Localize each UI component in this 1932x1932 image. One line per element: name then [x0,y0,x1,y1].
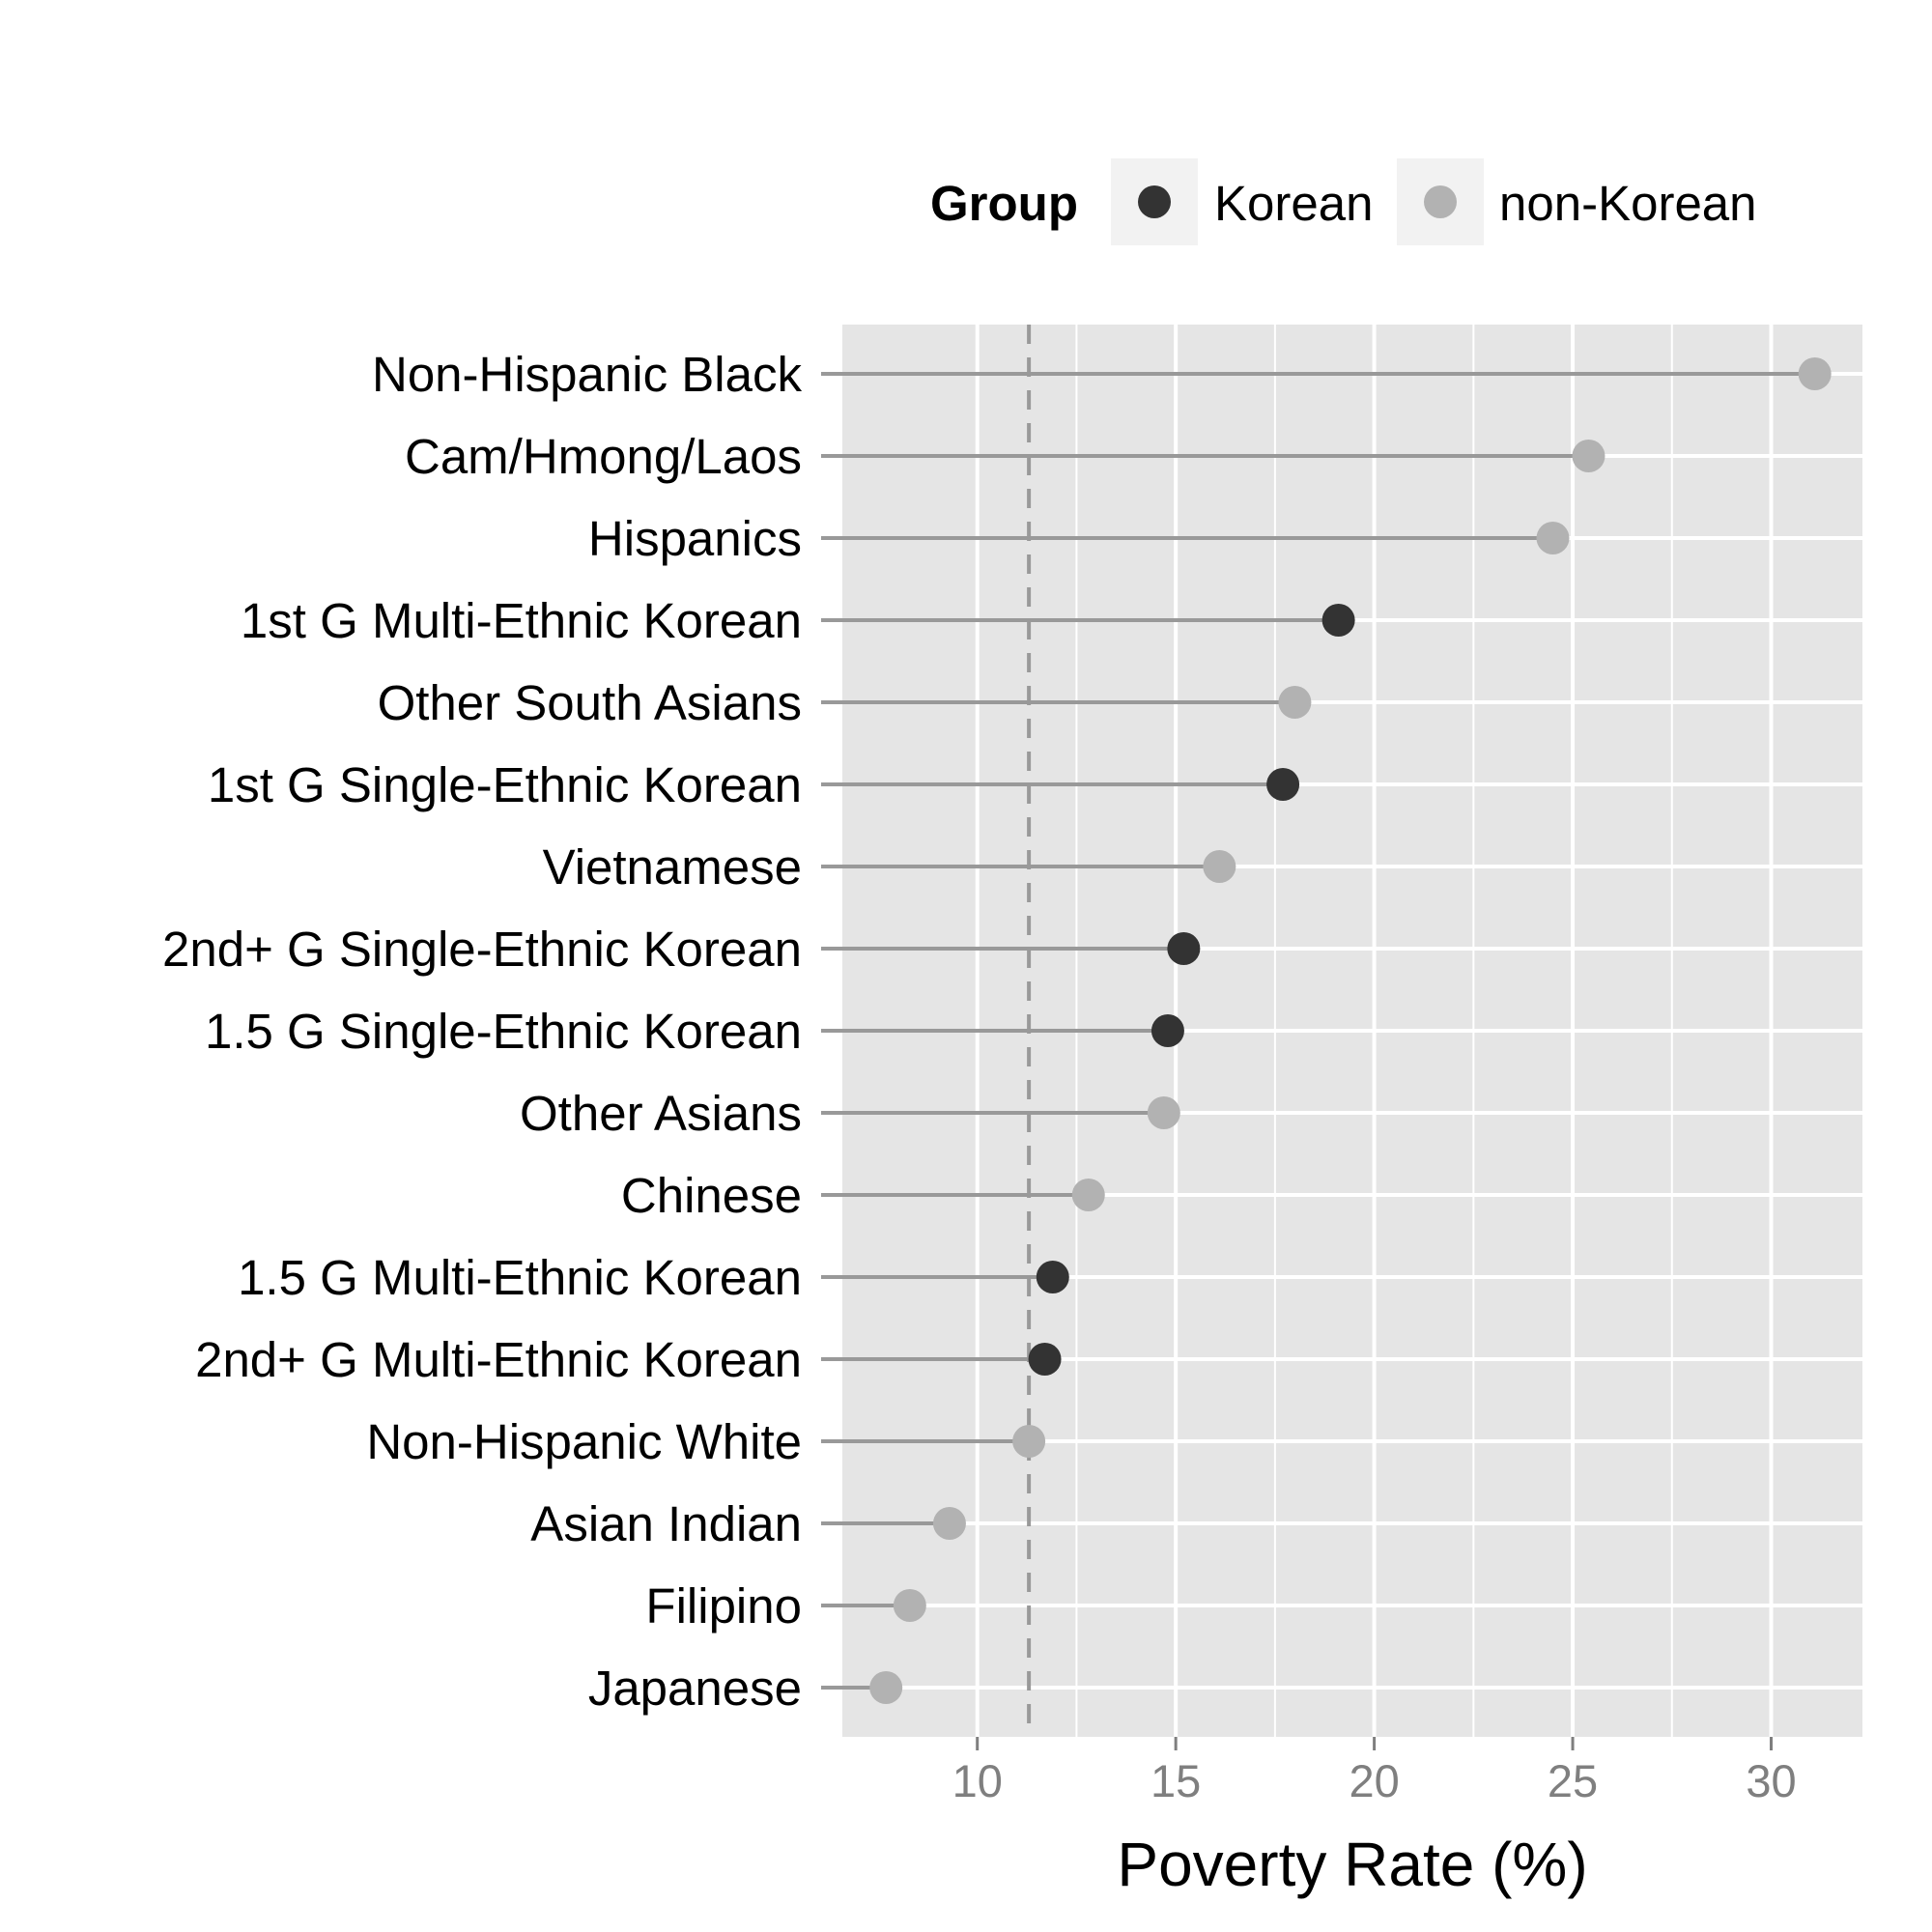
y-tick-label-1st-g-single-ethnic-korean: 1st G Single-Ethnic Korean [208,757,802,812]
point-2nd-g-single-ethnic-korean [1167,932,1201,965]
point-1-5-g-single-ethnic-korean [1151,1014,1184,1047]
point-non-hispanic-white [1012,1425,1046,1458]
legend-label-korean: Korean [1214,176,1373,231]
legend: Group Korean non-Korean [930,158,1757,245]
legend-title: Group [930,176,1078,231]
x-axis-title: Poverty Rate (%) [1117,1830,1587,1899]
stems [821,372,1815,1690]
point-asian-indian [932,1507,966,1540]
point-cam-hmong-laos [1572,440,1605,472]
x-axis: 10 15 20 25 30 [952,1737,1797,1806]
point-1st-g-multi-ethnic-korean [1321,604,1355,637]
y-tick-label-1-5-g-single-ethnic-korean: 1.5 G Single-Ethnic Korean [205,1004,802,1059]
point-hispanics [1536,522,1570,554]
y-tick-label-other-south-asians: Other South Asians [378,675,802,730]
legend-label-non-korean: non-Korean [1499,176,1757,231]
point-other-asians [1147,1096,1180,1129]
y-tick-label-other-asians: Other Asians [520,1086,802,1141]
x-tick-label-25: 25 [1548,1755,1598,1806]
y-tick-label-non-hispanic-white: Non-Hispanic White [366,1414,802,1469]
y-tick-label-chinese: Chinese [621,1168,802,1223]
x-tick-label-15: 15 [1151,1755,1201,1806]
point-1-5-g-multi-ethnic-korean [1036,1261,1069,1293]
legend-key-non-korean-dot [1424,185,1457,218]
point-1st-g-single-ethnic-korean [1266,768,1300,801]
x-tick-label-30: 30 [1746,1755,1796,1806]
x-tick-label-20: 20 [1349,1755,1399,1806]
y-tick-label-1st-g-multi-ethnic-korean: 1st G Multi-Ethnic Korean [241,593,802,648]
legend-key-korean-dot [1138,185,1171,218]
y-tick-label-cam-hmong-laos: Cam/Hmong/Laos [405,429,802,484]
y-tick-label-asian-indian: Asian Indian [530,1496,802,1551]
point-filipino [893,1589,926,1622]
point-vietnamese [1203,850,1236,883]
y-tick-label-hispanics: Hispanics [588,511,802,566]
y-tick-label-2nd-g-multi-ethnic-korean: 2nd+ G Multi-Ethnic Korean [195,1332,802,1387]
x-tick-label-10: 10 [952,1755,1003,1806]
point-2nd-g-multi-ethnic-korean [1028,1343,1062,1376]
y-tick-label-non-hispanic-black: Non-Hispanic Black [372,347,803,402]
y-tick-label-2nd-g-single-ethnic-korean: 2nd+ G Single-Ethnic Korean [162,922,802,977]
y-tick-label-japanese: Japanese [588,1661,802,1716]
y-tick-label-vietnamese: Vietnamese [543,839,802,895]
point-chinese [1071,1179,1105,1211]
y-tick-label-1-5-g-multi-ethnic-korean: 1.5 G Multi-Ethnic Korean [238,1250,802,1305]
y-axis: Non-Hispanic Black Cam/Hmong/Laos Hispanic… [162,347,803,1716]
y-tick-label-filipino: Filipino [645,1578,802,1634]
point-japanese [869,1671,903,1704]
points [869,357,1832,1704]
point-non-hispanic-black [1798,357,1832,390]
point-other-south-asians [1278,686,1312,719]
